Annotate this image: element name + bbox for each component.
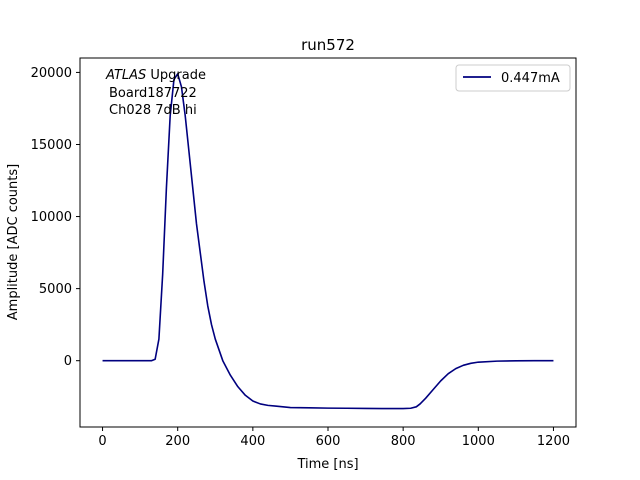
y-tick-label: 0 [64, 354, 72, 369]
y-axis: 0 5000 10000 15000 20000 [31, 66, 80, 369]
y-tick-label: 10000 [31, 210, 72, 225]
x-tick-label: 600 [316, 434, 341, 449]
legend: 0.447mA [455, 64, 571, 92]
annotation-atlas: ATLAS [105, 68, 146, 83]
svg-text:ATLAS Upgrade: ATLAS Upgrade [105, 68, 206, 83]
legend-box [455, 64, 571, 92]
annotation: ATLAS Upgrade Board187722 Ch028 7dB hi [105, 68, 206, 118]
x-axis-label: Time [ns] [296, 457, 358, 472]
y-tick-label: 15000 [31, 138, 72, 153]
y-tick-label: 5000 [39, 282, 72, 297]
x-tick-label: 400 [240, 434, 265, 449]
series-line [102, 73, 554, 410]
series-group [102, 73, 554, 410]
x-axis: 0 200 400 600 800 1000 1200 [98, 427, 570, 449]
y-axis-label: Amplitude [ADC counts] [6, 164, 21, 320]
annotation-channel: Ch028 7dB hi [109, 103, 197, 118]
annotation-upgrade: Upgrade [146, 68, 206, 83]
x-tick-label: 800 [391, 434, 416, 449]
x-tick-label: 1200 [537, 434, 570, 449]
x-tick-label: 1000 [462, 434, 495, 449]
y-tick-label: 20000 [31, 66, 72, 81]
legend-label: 0.447mA [501, 71, 560, 86]
annotation-board: Board187722 [109, 86, 197, 101]
x-tick-label: 200 [165, 434, 190, 449]
chart-title: run572 [301, 36, 355, 54]
x-tick-label: 0 [98, 434, 106, 449]
